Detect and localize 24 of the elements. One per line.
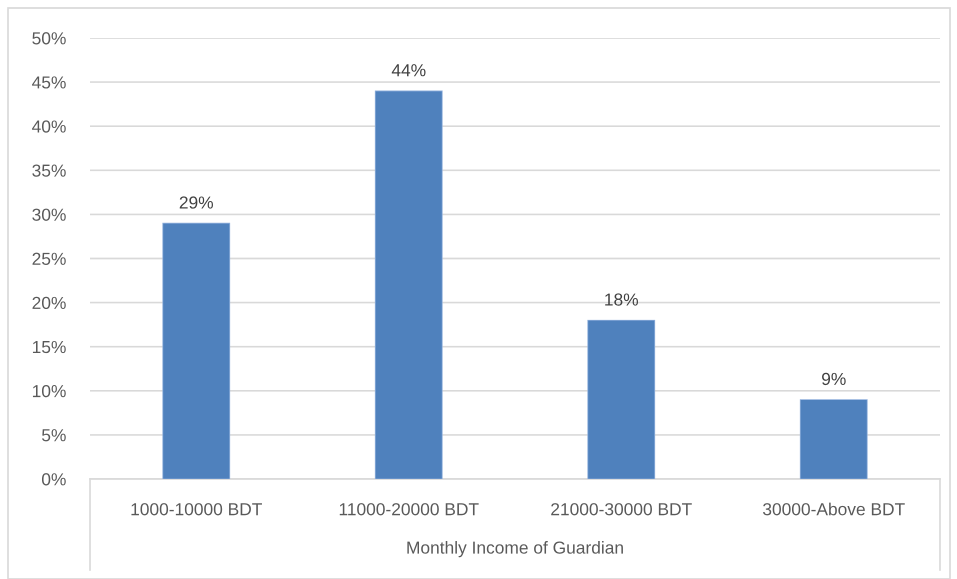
bar bbox=[162, 222, 230, 479]
x-axis-title: Monthly Income of Guardian bbox=[407, 541, 623, 558]
data-label: 9% bbox=[822, 372, 846, 386]
bar bbox=[800, 399, 868, 479]
x-tick-label: 1000-10000 BDT bbox=[131, 503, 262, 516]
y-tick-label: 25% bbox=[32, 252, 66, 265]
data-label: 29% bbox=[180, 196, 214, 209]
y-tick-label: 5% bbox=[42, 429, 66, 442]
y-tick-label: 15% bbox=[32, 340, 66, 354]
bar bbox=[374, 90, 443, 479]
y-tick-label: 40% bbox=[32, 120, 66, 133]
y-tick-label: 35% bbox=[32, 164, 66, 177]
y-tick-label: 45% bbox=[32, 76, 66, 89]
data-label: 44% bbox=[392, 64, 426, 76]
x-tick-label: 30000-Above BDT bbox=[763, 502, 905, 516]
y-tick-label: 30% bbox=[32, 208, 66, 221]
y-tick-label: 0% bbox=[42, 473, 66, 486]
y-tick-label: 10% bbox=[32, 384, 66, 398]
bar bbox=[587, 320, 656, 479]
y-tick-label: 20% bbox=[32, 296, 66, 310]
x-tick-label: 11000-20000 BDT bbox=[340, 503, 479, 516]
y-tick-label: 50% bbox=[32, 32, 66, 44]
data-label: 18% bbox=[605, 293, 638, 306]
x-tick-label: 21000-30000 BDT bbox=[551, 503, 692, 516]
